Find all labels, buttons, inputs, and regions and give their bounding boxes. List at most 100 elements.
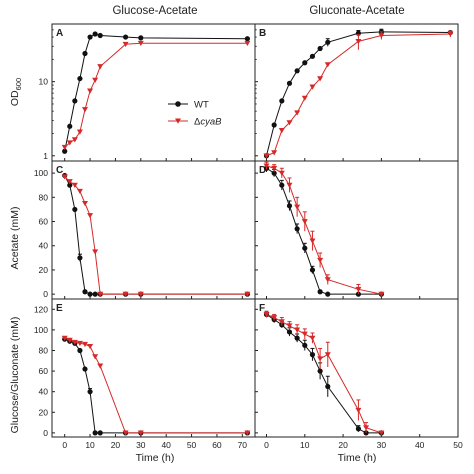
data-point	[317, 368, 323, 374]
data-point	[279, 98, 285, 104]
data-point	[76, 188, 83, 195]
y-tick-label: 40	[39, 241, 49, 251]
data-point	[77, 347, 83, 354]
data-point	[355, 426, 362, 432]
y-tick-label: 100	[34, 168, 48, 178]
series-line	[266, 313, 382, 434]
data-point	[82, 289, 88, 295]
x-tick-label: 50	[187, 440, 197, 450]
data-point	[97, 291, 104, 297]
data-point	[271, 170, 277, 176]
data-point	[97, 363, 104, 369]
data-point	[271, 122, 277, 128]
data-point	[324, 352, 331, 358]
data-point	[301, 331, 308, 337]
data-point	[325, 39, 331, 45]
data-point	[294, 335, 300, 341]
x-tick-label: 20	[338, 440, 348, 450]
data-point	[378, 33, 385, 39]
y-tick-label: 100	[34, 325, 48, 335]
x-tick-label: 20	[111, 440, 121, 450]
legend-cyab-label: ΔcyaB	[194, 117, 222, 128]
data-point	[72, 206, 78, 213]
data-point	[87, 343, 94, 350]
x-tick-label: 60	[212, 440, 222, 450]
x-tick-label: 10	[85, 440, 95, 450]
data-point	[317, 356, 324, 362]
data-point	[271, 150, 278, 156]
data-point	[92, 249, 99, 255]
panel-label: E	[56, 303, 63, 314]
data-point	[302, 342, 308, 348]
data-point	[66, 179, 73, 185]
series-cyab	[263, 310, 385, 436]
data-point	[317, 76, 324, 82]
data-point	[286, 203, 293, 209]
series-wt	[263, 164, 384, 297]
series-line	[64, 337, 248, 434]
panel-frame	[51, 298, 256, 438]
panel-F: F 0 10 20 30 40 50	[254, 298, 463, 450]
column-title-gluconate-acetate: Gluconate-Acetate	[309, 5, 404, 17]
panel-label: F	[259, 303, 265, 314]
data-point	[81, 341, 88, 348]
series-line	[64, 176, 248, 295]
data-point	[294, 68, 300, 74]
data-point	[66, 337, 73, 343]
data-point	[62, 148, 68, 154]
panel-label: A	[56, 28, 63, 39]
data-point	[72, 98, 78, 104]
data-point	[92, 354, 99, 360]
data-point	[137, 40, 144, 47]
data-point	[138, 35, 144, 41]
data-point	[294, 110, 301, 116]
data-point	[317, 257, 324, 264]
panel-C: C 0 20 40 60 80 100	[34, 160, 256, 300]
series-wt	[62, 31, 250, 154]
data-point	[87, 88, 94, 94]
data-point	[363, 425, 370, 431]
data-point	[61, 174, 68, 180]
data-point	[137, 430, 144, 436]
series-line	[64, 338, 248, 434]
panel-frame	[51, 160, 256, 300]
data-point	[263, 312, 270, 318]
data-point	[302, 60, 308, 66]
y-tick-label: 60	[39, 366, 49, 376]
data-point	[271, 165, 278, 172]
data-point	[81, 200, 88, 207]
data-point	[378, 430, 385, 436]
data-point	[76, 340, 83, 347]
x-tick-label: 40	[415, 440, 425, 450]
series-line	[266, 314, 382, 434]
data-point	[378, 291, 385, 297]
y-tick-label: 0	[43, 289, 48, 299]
panel-frame	[254, 298, 459, 438]
panel-D: D	[254, 160, 459, 300]
data-point	[71, 339, 78, 346]
panel-label: C	[56, 165, 63, 176]
legend-wt-marker	[175, 101, 181, 107]
series-line	[64, 33, 248, 152]
data-point	[286, 120, 293, 126]
data-point	[325, 291, 331, 297]
data-point	[294, 204, 301, 210]
data-point	[279, 182, 285, 188]
data-point	[278, 127, 285, 134]
data-point	[309, 335, 316, 341]
x-tick-label: 70	[238, 440, 248, 450]
data-point	[317, 289, 323, 295]
panel-E: E 0 10 20 30 40 50 60 70 0 20 40 60 80 100 120	[34, 298, 256, 450]
data-point	[244, 291, 251, 297]
panel-A: A 1 10	[39, 23, 256, 162]
data-point	[71, 182, 78, 189]
x-axis-label-left: Time (h)	[136, 452, 175, 464]
data-point	[97, 64, 104, 70]
data-point	[309, 84, 316, 90]
data-point	[301, 219, 308, 225]
x-tick-label: 0	[62, 440, 67, 450]
series-line	[266, 31, 451, 156]
data-point	[122, 430, 129, 436]
data-point	[302, 245, 308, 251]
